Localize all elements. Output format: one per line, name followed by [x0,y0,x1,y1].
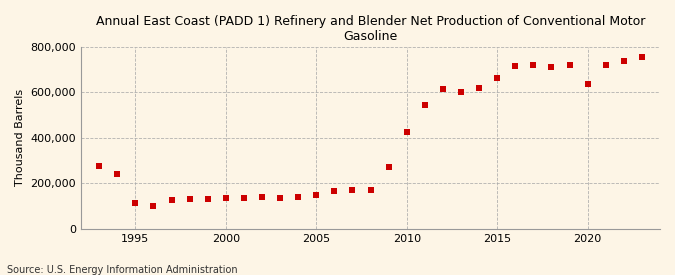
Point [148,204,159,208]
Point [94,164,105,168]
Y-axis label: Thousand Barrels: Thousand Barrels [15,89,25,186]
Point [365,188,376,192]
Point [166,198,177,202]
Point [311,192,322,197]
Point [510,64,520,68]
Point [130,201,140,205]
Point [564,63,575,67]
Point [600,63,611,67]
Point [419,103,430,107]
Point [347,188,358,192]
Point [184,197,195,201]
Point [402,130,412,134]
Point [293,195,304,199]
Point [220,196,231,200]
Point [618,58,629,63]
Point [275,196,286,200]
Point [528,63,539,67]
Point [329,189,340,193]
Point [256,195,267,199]
Text: Source: U.S. Energy Information Administration: Source: U.S. Energy Information Administ… [7,265,238,275]
Point [437,87,448,91]
Title: Annual East Coast (PADD 1) Refinery and Blender Net Production of Conventional M: Annual East Coast (PADD 1) Refinery and … [96,15,645,43]
Point [112,172,123,176]
Point [456,90,466,95]
Point [492,75,503,80]
Point [202,197,213,201]
Point [637,55,647,59]
Point [546,65,557,70]
Point [238,196,249,200]
Point [474,86,485,90]
Point [383,165,394,169]
Point [583,82,593,87]
